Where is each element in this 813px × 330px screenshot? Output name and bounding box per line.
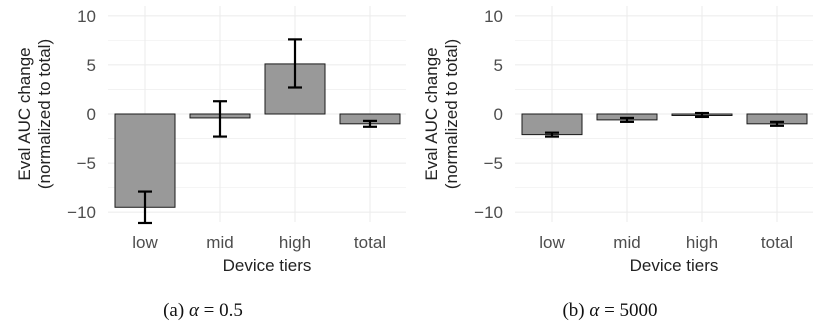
caption-a-alpha: α	[188, 300, 199, 321]
y-tick-label: 10	[77, 7, 96, 26]
y-tick-label: −5	[484, 154, 503, 173]
y-tick-label: −10	[67, 203, 96, 222]
chart-panel-a: −10 −5 0 5 10 low mid high total Device tiers Eval…	[0, 0, 406, 330]
x-tick-label: low	[539, 233, 565, 252]
x-tick-label: high	[686, 233, 718, 252]
x-axis-label: Device tiers	[223, 256, 312, 275]
x-axis-label: Device tiers	[630, 256, 719, 275]
y-tick-label: −10	[474, 203, 503, 222]
y-tick-label: 0	[87, 105, 96, 124]
x-tick-label: mid	[206, 233, 233, 252]
bar-low	[521, 113, 583, 136]
y-axis-label-line-2: (normalized to total)	[35, 39, 54, 189]
y-tick-label: 0	[494, 105, 503, 124]
chart-panel-b: −10 −5 0 5 10 low mid high total Device tiers Eval…	[407, 0, 813, 330]
y-tick-label: −5	[77, 154, 96, 173]
x-tick-label: total	[354, 233, 386, 252]
caption-a-prefix: (a)	[163, 300, 189, 321]
x-tick-label: low	[132, 233, 158, 252]
caption-b-alpha: α	[589, 300, 600, 321]
caption-a-rest: = 0.5	[198, 300, 243, 321]
chart-a-svg: −10 −5 0 5 10 low mid high total Device tiers Eval…	[15, 6, 406, 275]
caption-b-prefix: (b)	[562, 300, 590, 321]
caption-a: (a) α = 0.5	[0, 300, 406, 322]
x-tick-label: total	[761, 233, 793, 252]
y-axis-label-line-1: Eval AUC change	[422, 47, 441, 180]
x-tick-label: mid	[613, 233, 640, 252]
y-tick-label: 5	[494, 56, 503, 75]
y-axis-label-line-2: (normalized to total)	[442, 39, 461, 189]
y-axis-label-line-1: Eval AUC change	[15, 47, 34, 180]
caption-b: (b) α = 5000	[407, 300, 813, 322]
y-tick-label: 10	[484, 7, 503, 26]
caption-b-rest: = 5000	[599, 300, 658, 321]
y-tick-label: 5	[87, 56, 96, 75]
x-tick-label: high	[279, 233, 311, 252]
chart-b-svg: −10 −5 0 5 10 low mid high total Device tiers Eval…	[422, 6, 813, 275]
